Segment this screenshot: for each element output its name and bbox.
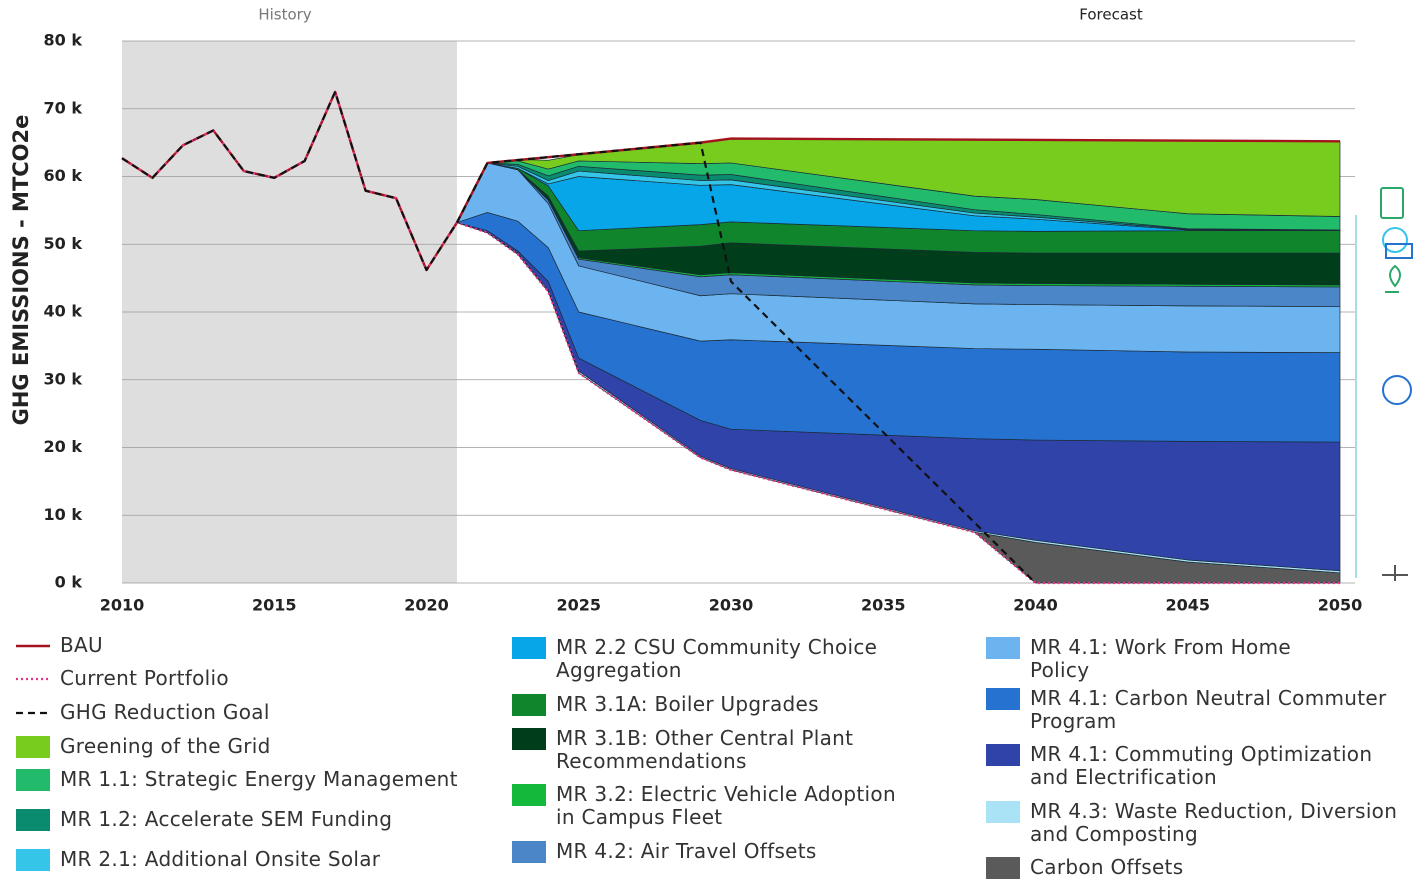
legend-label: Carbon Offsets	[1030, 855, 1184, 879]
legend-square	[16, 849, 50, 871]
y-axis-title: GHG EMISSIONS - MTCO2e	[9, 115, 33, 426]
x-tick-label: 2030	[709, 596, 754, 615]
y-tick-label: 70 k	[44, 98, 83, 117]
y-tick-label: 80 k	[44, 31, 83, 50]
legend-swatch	[986, 857, 1020, 879]
legend-label: MR 3.2: Electric Vehicle Adoption in Cam…	[556, 782, 896, 829]
x-tick-label: 2010	[100, 596, 145, 615]
legend-item: Current Portfolio	[16, 667, 229, 690]
legend-square	[512, 784, 546, 806]
x-tick-label: 2025	[556, 596, 601, 615]
legend-swatch	[16, 849, 50, 871]
legend-swatch	[16, 736, 50, 758]
x-tick-label: 2050	[1318, 596, 1363, 615]
x-tick-label: 2045	[1165, 596, 1210, 615]
y-tick-label: 20 k	[44, 437, 83, 456]
legend-swatch	[512, 728, 546, 750]
legend-swatch	[16, 644, 50, 648]
legend-label: MR 4.1: Work From Home Policy	[1030, 635, 1291, 682]
y-tick-label: 30 k	[44, 369, 83, 388]
legend-label: MR 1.2: Accelerate SEM Funding	[60, 807, 393, 831]
legend-swatch	[512, 784, 546, 806]
legend-square	[16, 809, 50, 831]
legend-item: MR 2.2 CSU Community Choice Aggregation	[512, 636, 886, 682]
legend-item: MR 3.1B: Other Central Plant Recommendat…	[512, 727, 856, 773]
legend-swatch	[16, 677, 50, 681]
x-tick-label: 2020	[404, 596, 449, 615]
series-line	[121, 90, 1340, 585]
y-tick-label: 60 k	[44, 166, 83, 185]
legend-label: MR 4.1: Carbon Neutral Commuter Program	[1030, 686, 1387, 733]
x-tick-label: 2015	[252, 596, 297, 615]
legend-item: MR 4.3: Waste Reduction, Diversion and C…	[986, 800, 1400, 846]
legend-label: BAU	[60, 633, 103, 657]
legend-swatch	[16, 809, 50, 831]
area-band	[456, 138, 1341, 223]
legend-item: MR 3.2: Electric Vehicle Adoption in Cam…	[512, 783, 896, 829]
legend-label: MR 3.1A: Boiler Upgrades	[556, 692, 819, 716]
legend-swatch	[512, 694, 546, 716]
legend-square	[986, 801, 1020, 823]
legend-item: MR 2.1: Additional Onsite Solar	[16, 848, 380, 871]
history-label: History	[258, 6, 311, 24]
legend-swatch	[512, 637, 546, 659]
legend-swatch	[512, 841, 546, 863]
y-tick-label: 40 k	[44, 302, 83, 321]
legend-swatch	[16, 769, 50, 791]
legend-label: Greening of the Grid	[60, 734, 271, 758]
legend-square	[512, 637, 546, 659]
legend-swatch	[986, 637, 1020, 659]
legend-item: MR 1.1: Strategic Energy Management	[16, 768, 458, 791]
legend-item: Carbon Offsets	[986, 856, 1183, 879]
legend-item: Greening of the Grid	[16, 735, 271, 758]
legend-square	[512, 694, 546, 716]
legend-label: GHG Reduction Goal	[60, 700, 270, 724]
legend-label: MR 2.1: Additional Onsite Solar	[60, 847, 381, 871]
legend-square	[16, 769, 50, 791]
legend-item: MR 4.1: Work From Home Policy	[986, 636, 1295, 682]
y-tick-label: 0 k	[55, 573, 83, 592]
legend-item: MR 4.1: Carbon Neutral Commuter Program	[986, 687, 1390, 733]
legend-square	[986, 637, 1020, 659]
legend-item: MR 3.1A: Boiler Upgrades	[512, 693, 819, 716]
legend-square	[986, 857, 1020, 879]
legend-label: MR 1.1: Strategic Energy Management	[60, 767, 458, 791]
legend-item: MR 4.1: Commuting Optimization and Elect…	[986, 743, 1415, 789]
legend-item: BAU	[16, 634, 103, 657]
legend-square	[986, 688, 1020, 710]
y-tick-label: 50 k	[44, 234, 83, 253]
forecast-label: Forecast	[1079, 6, 1143, 24]
legend-square	[512, 841, 546, 863]
legend-label: MR 4.2: Air Travel Offsets	[556, 839, 817, 863]
areas	[456, 138, 1341, 584]
legend-square	[512, 728, 546, 750]
x-tick-label: 2035	[861, 596, 906, 615]
legend-item: MR 1.2: Accelerate SEM Funding	[16, 808, 392, 831]
legend-label: MR 3.1B: Other Central Plant Recommendat…	[556, 726, 854, 773]
series-line	[121, 90, 1037, 584]
legend-swatch	[986, 688, 1020, 710]
x-tick-label: 2040	[1013, 596, 1058, 615]
legend-label: Current Portfolio	[60, 666, 229, 690]
legend-label: MR 4.3: Waste Reduction, Diversion and C…	[1030, 799, 1398, 846]
legend-swatch	[16, 711, 50, 715]
y-tick-label: 10 k	[44, 505, 83, 524]
legend-label: MR 4.1: Commuting Optimization and Elect…	[1030, 742, 1373, 789]
legend-swatch	[986, 801, 1020, 823]
legend-item: MR 4.2: Air Travel Offsets	[512, 840, 817, 863]
chart: History Forecast GHG EMISSIONS - MTCO2e …	[9, 6, 1413, 615]
legend-label: MR 2.2 CSU Community Choice Aggregation	[556, 635, 878, 682]
legend-swatch	[986, 744, 1020, 766]
legend-square	[986, 744, 1020, 766]
legend-item: GHG Reduction Goal	[16, 701, 270, 724]
legend-square	[16, 736, 50, 758]
icons	[1355, 187, 1413, 581]
